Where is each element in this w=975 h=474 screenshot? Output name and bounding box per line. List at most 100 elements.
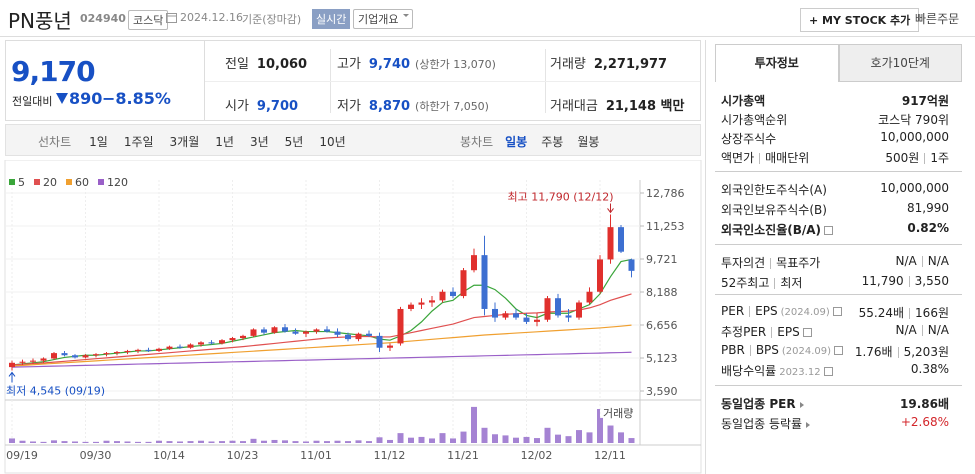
info-value: 19.86배 — [900, 395, 949, 412]
period-item[interactable]: 3년 — [249, 135, 269, 149]
label-text: 외국인한도주식수(A) — [721, 183, 827, 197]
separator — [759, 153, 761, 164]
volume-bar — [250, 438, 257, 443]
volume-bar — [145, 441, 152, 443]
separator — [921, 325, 923, 336]
candle-body — [376, 335, 383, 348]
value-text: 81,990 — [907, 201, 949, 215]
volume-bar — [597, 417, 603, 443]
label-text: EPS — [755, 304, 778, 318]
value-text: 3,550 — [914, 274, 949, 288]
quote-cell: 저가 8,870 (하한가 7,050) — [337, 95, 489, 114]
info-label: 투자의견 목표주가 — [721, 254, 820, 271]
candle-body — [523, 317, 530, 322]
y-tick-label: 9,721 — [646, 253, 678, 266]
x-tick-label: 10/23 — [227, 449, 259, 462]
market: 코스닥 — [128, 10, 169, 30]
volume-swatch — [597, 409, 600, 418]
volume-label: 거래량 — [603, 407, 633, 420]
info-row: 동일업종 PER 19.86배 — [721, 395, 949, 413]
label-text: 외국인소진율(B/A) — [721, 223, 822, 237]
volume-bar — [324, 441, 330, 443]
period-item[interactable]: 월봉 — [577, 135, 600, 149]
period-item[interactable]: 3개월 — [169, 135, 200, 149]
dropdown-arrow — [403, 14, 410, 20]
x-tick-label: 11/12 — [374, 449, 406, 462]
x-tick-label: 11/21 — [447, 449, 479, 462]
candle-body — [103, 353, 110, 355]
company-button[interactable]: 기업개요 — [353, 9, 414, 29]
help-icon[interactable] — [834, 346, 844, 355]
volume-bar — [177, 441, 183, 443]
x-tick-label: 10/14 — [153, 449, 185, 462]
quote-value: 9,740 — [368, 57, 411, 72]
date: 2024.12.16 — [180, 11, 243, 24]
ma-line — [11, 258, 632, 366]
volume-bar — [450, 438, 456, 443]
info-row: 추정PER EPS N/A N/A — [721, 323, 949, 341]
candle-body — [166, 346, 173, 349]
period-item[interactable]: 5년 — [284, 135, 304, 149]
period-item[interactable]: 1년 — [215, 135, 234, 149]
period-item[interactable]: 1일 — [89, 135, 108, 149]
quick-order[interactable]: 빠른주문 — [915, 12, 960, 26]
volume-bar — [418, 436, 425, 443]
value-text: N/A — [927, 323, 949, 337]
quote-label: 전일 — [225, 57, 249, 72]
label-text: 최저 — [780, 276, 803, 290]
x-tick-label: 09/19 — [6, 449, 38, 462]
volume-bar — [156, 440, 162, 443]
separator — [909, 308, 911, 319]
help-icon[interactable] — [823, 367, 833, 376]
volume-bar — [166, 441, 173, 443]
volume-bar — [313, 440, 320, 443]
info-value: N/A N/A — [896, 323, 949, 337]
volume-bar — [544, 427, 551, 443]
quote-label: 저가 — [337, 99, 361, 114]
tab[interactable]: 투자정보 — [715, 44, 839, 82]
quote-label: 시가 — [225, 99, 249, 114]
help-icon[interactable] — [802, 328, 812, 337]
x-tick-label: 12/11 — [594, 449, 626, 462]
value-text: 11,790 — [861, 274, 904, 288]
period-item[interactable]: 일봉 — [505, 135, 528, 149]
candle-body — [282, 327, 288, 332]
separator — [749, 345, 751, 356]
volume-bar — [271, 439, 278, 443]
help-icon[interactable] — [824, 226, 834, 235]
volume-bar — [387, 439, 393, 443]
help-icon[interactable] — [832, 307, 842, 316]
volume-bar — [586, 432, 593, 443]
volume-bar — [124, 441, 131, 443]
separator — [774, 278, 776, 289]
info-row: 외국인한도주식수(A) 10,000,000 — [721, 181, 949, 199]
candle-body — [61, 353, 68, 356]
mystock-button[interactable]: + MY STOCK 추가 — [800, 8, 920, 32]
candle-body — [387, 345, 393, 348]
change: 890 — [69, 89, 103, 108]
value-text: 10,000,000 — [880, 181, 949, 195]
label-note: (2024.09) — [781, 346, 832, 357]
calendar-icon — [166, 13, 177, 23]
realtime-badge[interactable]: 실시간 — [312, 9, 351, 29]
candle-body — [439, 291, 446, 301]
candle-body — [334, 331, 341, 335]
candle-body — [502, 313, 509, 318]
candle-body — [208, 342, 215, 344]
period-item[interactable]: 1주일 — [123, 135, 154, 149]
period-item[interactable]: 주봉 — [541, 135, 564, 149]
candle-body — [156, 348, 162, 351]
label-note: (2024.09) — [780, 307, 830, 318]
header: PN풍년 024940 코스닥 2024.12.16 기준(장마감) 실시간 기… — [0, 0, 975, 37]
period-item[interactable]: 10년 — [319, 135, 346, 149]
info-value: N/A N/A — [896, 254, 949, 268]
volume-bar — [303, 441, 309, 443]
info-row: 외국인보유주식수(B) 81,990 — [721, 201, 949, 219]
stock-name: PN풍년 — [8, 9, 72, 33]
candle-body — [481, 255, 488, 309]
candle-body — [19, 361, 26, 363]
tab[interactable]: 호가10단계 — [838, 44, 962, 82]
quote-note: (상한가 13,070) — [415, 58, 496, 71]
value-text: 코스닥 790위 — [878, 113, 949, 127]
candle-body — [51, 353, 57, 359]
